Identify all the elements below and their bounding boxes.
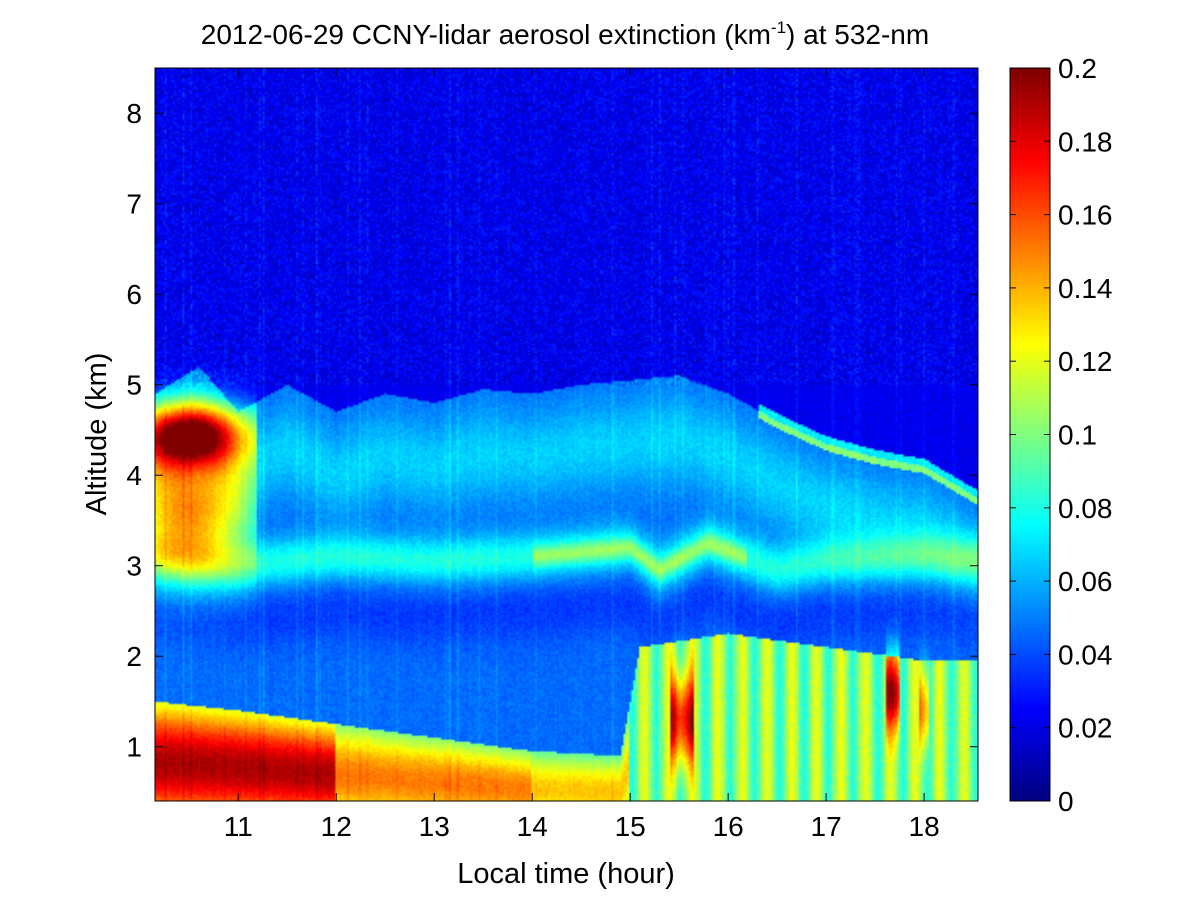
y-axis-label: Altitude (km) xyxy=(81,353,113,516)
y-tick-label: 2 xyxy=(126,641,142,672)
y-tick-label: 4 xyxy=(126,460,142,491)
colorbar-tick-label: 0 xyxy=(1058,786,1074,817)
x-tick-label: 18 xyxy=(909,811,940,842)
x-tick-label: 11 xyxy=(224,811,253,842)
colorbar-tick-label: 0.08 xyxy=(1058,493,1113,524)
y-tick-label: 3 xyxy=(126,551,142,582)
x-axis-ticks: 11 12 13 14 15 16 17 18 xyxy=(224,68,940,842)
colorbar-tick-label: 0.1 xyxy=(1058,420,1097,451)
x-tick-label: 14 xyxy=(517,811,548,842)
x-tick-label: 17 xyxy=(811,811,842,842)
y-tick-label: 8 xyxy=(126,98,142,129)
colorbar-tick-label: 0.14 xyxy=(1058,273,1113,304)
x-tick-label: 15 xyxy=(615,811,646,842)
x-axis-label: Local time (hour) xyxy=(457,858,675,890)
colorbar-tick-label: 0.18 xyxy=(1058,126,1113,157)
colorbar: 0 0.02 0.04 0.06 0.08 0.1 0.12 0.14 0.16 0.18 0.2 xyxy=(1009,53,1113,817)
x-tick-label: 12 xyxy=(321,811,352,842)
y-tick-label: 6 xyxy=(126,279,142,310)
x-tick-label: 13 xyxy=(419,811,450,842)
colorbar-gradient xyxy=(1010,68,1050,801)
x-tick-label: 16 xyxy=(713,811,744,842)
colorbar-tick-label: 0.04 xyxy=(1058,639,1113,670)
y-tick-label: 7 xyxy=(126,189,142,220)
colorbar-tick-label: 0.02 xyxy=(1058,713,1113,744)
colorbar-tick-label: 0.2 xyxy=(1058,53,1097,84)
y-tick-label: 5 xyxy=(126,370,142,401)
plot-frame xyxy=(154,67,979,802)
extinction-heatmap xyxy=(155,68,978,801)
colorbar-ticks: 0 0.02 0.04 0.06 0.08 0.1 0.12 0.14 0.16 0.18 0.2 xyxy=(1010,53,1113,817)
colorbar-tick-label: 0.12 xyxy=(1058,346,1113,377)
y-axis-ticks: 1 2 3 4 5 6 7 8 xyxy=(126,98,978,763)
colorbar-tick-label: 0.16 xyxy=(1058,200,1113,231)
colorbar-tick-label: 0.06 xyxy=(1058,566,1113,597)
chart-title: 2012-06-29 CCNY-lidar aerosol extinction… xyxy=(201,18,929,50)
y-tick-label: 1 xyxy=(126,732,142,763)
